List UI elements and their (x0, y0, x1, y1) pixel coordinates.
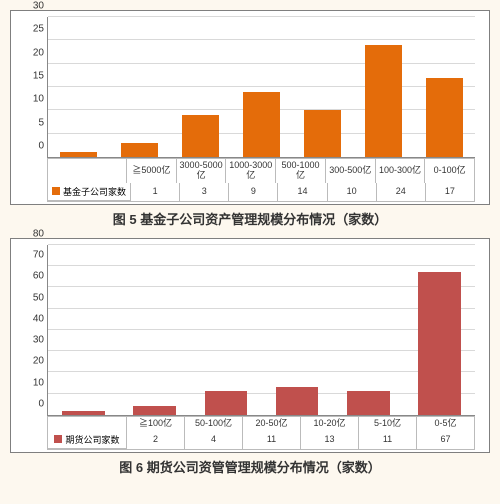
y-tick-label: 0 (38, 141, 48, 152)
category-label: 0-100亿 (425, 158, 475, 183)
bar (133, 406, 176, 415)
y-tick-label: 25 (33, 24, 48, 35)
chart6-container: 01020304050607080 ≧100亿50-100亿20-50亿10-2… (10, 238, 490, 453)
chart5-container: 051015202530 ≧5000亿3000-5000亿1000-3000亿5… (10, 10, 490, 205)
value-label: 3 (180, 183, 229, 201)
bar-slot (109, 17, 170, 157)
bar (121, 143, 158, 157)
bar-slot (353, 17, 414, 157)
category-label: 300-500亿 (326, 158, 376, 183)
legend-swatch (54, 435, 62, 443)
bars-group (48, 245, 475, 415)
y-tick-label: 30 (33, 335, 48, 346)
value-label: 11 (359, 431, 417, 449)
y-tick-label: 40 (33, 313, 48, 324)
bar (418, 272, 461, 414)
legend-cell: 期货公司家数 (47, 431, 127, 449)
category-label: 5-10亿 (359, 416, 417, 431)
y-tick-label: 20 (33, 47, 48, 58)
chart6-value-row: 期货公司家数2411131167 (47, 431, 475, 450)
y-tick-label: 10 (33, 94, 48, 105)
category-label: ≧5000亿 (127, 158, 177, 183)
category-label: 100-300亿 (376, 158, 426, 183)
bar (205, 391, 248, 414)
bar-slot (170, 17, 231, 157)
bar-slot (292, 17, 353, 157)
chart5-caption: 图 5 基金子公司资产管理规模分布情况（家数） (0, 209, 500, 228)
value-label: 13 (301, 431, 359, 449)
bar (426, 78, 463, 157)
bar-slot (48, 17, 109, 157)
bar-slot (48, 245, 119, 415)
y-tick-label: 5 (38, 117, 48, 128)
legend-label: 期货公司家数 (65, 433, 119, 446)
bar (62, 411, 105, 415)
chart5-plot: 051015202530 (47, 17, 475, 158)
category-label: 20-50亿 (243, 416, 301, 431)
bar (182, 115, 219, 157)
category-label: 10-20亿 (301, 416, 359, 431)
bar (243, 92, 280, 157)
chart5-category-row: ≧5000亿3000-5000亿1000-3000亿500-1000亿300-5… (47, 158, 475, 183)
value-label: 2 (127, 431, 185, 449)
y-tick-label: 0 (38, 398, 48, 409)
bar-slot (414, 17, 475, 157)
y-tick-label: 60 (33, 271, 48, 282)
value-label: 4 (185, 431, 243, 449)
bar-slot (190, 245, 261, 415)
value-label: 17 (426, 183, 475, 201)
y-tick-label: 15 (33, 71, 48, 82)
chart6-plot: 01020304050607080 (47, 245, 475, 416)
bars-group (48, 17, 475, 157)
category-label: 50-100亿 (185, 416, 243, 431)
value-label: 10 (328, 183, 377, 201)
category-label: 0-5亿 (417, 416, 475, 431)
y-tick-label: 20 (33, 356, 48, 367)
category-label: 3000-5000亿 (177, 158, 227, 183)
bar (304, 110, 341, 157)
y-tick-label: 80 (33, 228, 48, 239)
bar (60, 152, 97, 157)
value-label: 1 (131, 183, 180, 201)
bar (365, 45, 402, 157)
category-label: 1000-3000亿 (226, 158, 276, 183)
bar-slot (333, 245, 404, 415)
bar (347, 391, 390, 414)
value-label: 67 (417, 431, 475, 449)
legend-swatch (52, 187, 60, 195)
value-label: 11 (243, 431, 301, 449)
bar-slot (404, 245, 475, 415)
category-label: 500-1000亿 (276, 158, 326, 183)
y-tick-label: 70 (33, 250, 48, 261)
y-tick-label: 50 (33, 292, 48, 303)
y-tick-label: 30 (33, 1, 48, 12)
category-label: ≧100亿 (127, 416, 185, 431)
chart6-category-row: ≧100亿50-100亿20-50亿10-20亿5-10亿0-5亿 (47, 416, 475, 431)
value-label: 9 (229, 183, 278, 201)
y-tick-label: 10 (33, 377, 48, 388)
chart6-caption: 图 6 期货公司资管管理规模分布情况（家数） (0, 457, 500, 476)
legend-cell-blank (47, 158, 127, 183)
legend-label: 基金子公司家数 (63, 185, 126, 198)
bar (276, 387, 319, 415)
bar-slot (262, 245, 333, 415)
bar-slot (231, 17, 292, 157)
legend-cell: 基金子公司家数 (47, 183, 131, 201)
bar-slot (119, 245, 190, 415)
legend-cell-blank (47, 416, 127, 431)
value-label: 14 (278, 183, 327, 201)
value-label: 24 (377, 183, 426, 201)
chart5-value-row: 基金子公司家数 13914102417 (47, 183, 475, 202)
